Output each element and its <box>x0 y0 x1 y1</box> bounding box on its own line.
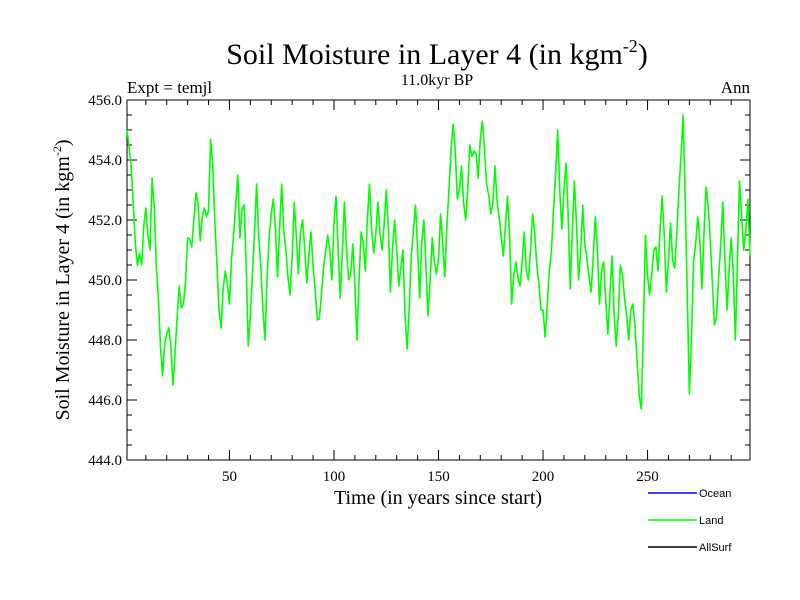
chart-title-sup: -2 <box>623 36 638 56</box>
y-axis-label: Soil Moisture in Layer 4 (in kgm-2) <box>50 139 74 420</box>
y-axis-label-close: ) <box>52 139 74 146</box>
series-line-land <box>126 114 751 410</box>
legend-label-ocean: Ocean <box>699 488 731 500</box>
y-tick-label: 454.0 <box>88 153 122 169</box>
y-tick-label: 452.0 <box>88 213 122 229</box>
center-subtitle: 11.0kyr BP <box>401 72 473 89</box>
legend-label-land: Land <box>699 515 723 527</box>
y-axis-label-main: Soil Moisture in Layer 4 (in kgm <box>52 156 74 421</box>
chart-title-main: Soil Moisture in Layer 4 (in kgm <box>226 38 623 71</box>
x-tick-label: 250 <box>636 469 659 485</box>
y-tick-label: 446.0 <box>88 393 122 409</box>
y-tick-label: 450.0 <box>88 273 122 289</box>
x-axis: 50 100 150 200 250 <box>145 100 732 485</box>
x-tick-label: 50 <box>222 469 237 485</box>
legend: Ocean Land AllSurf <box>648 488 732 554</box>
left-subtitle: Expt = temjl <box>127 78 212 97</box>
x-tick-label: 150 <box>427 469 450 485</box>
chart-title: Soil Moisture in Layer 4 (in kgm-2) <box>226 36 648 71</box>
y-axis: 444.0 446.0 448.0 450.0 452.0 454.0 456.0 <box>88 93 750 469</box>
x-tick-label: 100 <box>323 469 346 485</box>
legend-label-allsurf: AllSurf <box>699 542 732 554</box>
y-tick-label: 456.0 <box>88 93 122 109</box>
y-axis-label-sup: -2 <box>50 146 64 156</box>
right-subtitle: Ann <box>721 78 751 97</box>
x-axis-label: Time (in years since start) <box>334 487 542 509</box>
chart-title-close: ) <box>638 38 648 71</box>
y-tick-label: 444.0 <box>88 453 122 469</box>
plot-frame <box>126 99 751 461</box>
x-tick-label: 200 <box>532 469 555 485</box>
series-group <box>126 114 751 410</box>
y-tick-label: 448.0 <box>88 333 122 349</box>
